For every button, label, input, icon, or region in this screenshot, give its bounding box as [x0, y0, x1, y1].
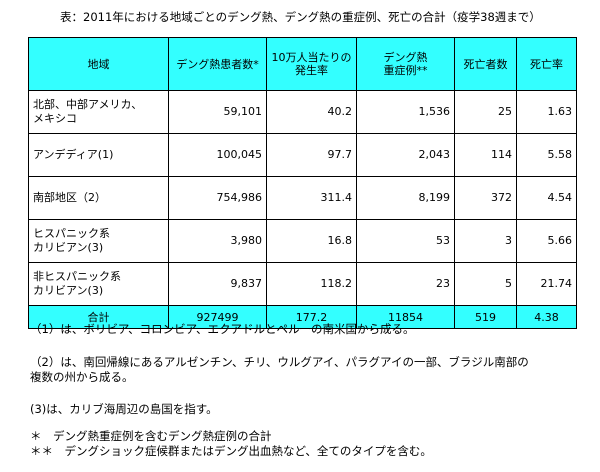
deaths-cell: 25: [454, 90, 517, 134]
region-cell: アンデディア(1): [28, 133, 169, 177]
mortality-cell: 21.74: [516, 262, 577, 306]
table-row: 北部、中部アメリカ、 メキシコ 59,101 40.2 1,536 25 1.6…: [28, 90, 577, 134]
total-label: 合計: [28, 305, 169, 329]
header-deaths: 死亡者数: [454, 37, 517, 91]
rate-cell: 97.7: [266, 133, 357, 177]
table-row: ヒスパニック系 カリビアン(3) 3,980 16.8 53 3 5.66: [28, 219, 577, 263]
deaths-cell: 372: [454, 176, 517, 220]
cases-cell: 9,837: [168, 262, 267, 306]
region-cell: 北部、中部アメリカ、 メキシコ: [28, 90, 169, 134]
rate-cell: 16.8: [266, 219, 357, 263]
document-title: 表：2011年における地域ごとのデング熱、デング熱の重症例、死亡の合計（疫学38…: [60, 10, 541, 24]
mortality-cell: 1.63: [516, 90, 577, 134]
region-cell: ヒスパニック系 カリビアン(3): [28, 219, 169, 263]
rate-cell: 40.2: [266, 90, 357, 134]
total-mortality: 4.38: [516, 305, 577, 329]
severe-cell: 23: [356, 262, 455, 306]
region-cell: 非ヒスパニック系 カリビアン(3): [28, 262, 169, 306]
table-row: 非ヒスパニック系 カリビアン(3) 9,837 118.2 23 5 21.74: [28, 262, 577, 306]
footnote-asterisk: ＊ デング熱重症例を含むデング熱症例の合計: [30, 429, 272, 443]
cases-cell: 59,101: [168, 90, 267, 134]
footnote-2: （2）は、南回帰線にあるアルゼンチン、チリ、ウルグアイ、パラグアイの一部、ブラジ…: [30, 355, 529, 384]
rate-cell: 118.2: [266, 262, 357, 306]
region-cell: 南部地区（2）: [28, 176, 169, 220]
severe-cell: 8,199: [356, 176, 455, 220]
dengue-table: 地域 デング熱患者数* 10万人当たりの 発生率 デング熱 重症例** 死亡者数…: [28, 37, 577, 329]
header-rate: 10万人当たりの 発生率: [266, 37, 357, 91]
cases-cell: 3,980: [168, 219, 267, 263]
total-row: 合計 927499 177.2 11854 519 4.38: [28, 305, 577, 329]
total-cases: 927499: [168, 305, 267, 329]
table-header-row: 地域 デング熱患者数* 10万人当たりの 発生率 デング熱 重症例** 死亡者数…: [28, 37, 577, 91]
header-region: 地域: [28, 37, 169, 91]
deaths-cell: 114: [454, 133, 517, 177]
mortality-cell: 4.54: [516, 176, 577, 220]
deaths-cell: 5: [454, 262, 517, 306]
severe-cell: 53: [356, 219, 455, 263]
footnote-double-asterisk: ＊＊ デングショック症候群またはデング出血熱など、全てのタイプを含む。: [30, 444, 432, 458]
header-severe: デング熱 重症例**: [356, 37, 455, 91]
rate-cell: 311.4: [266, 176, 357, 220]
table-row: アンデディア(1) 100,045 97.7 2,043 114 5.58: [28, 133, 577, 177]
footnote-3: (3)は、カリブ海周辺の島国を指す。: [30, 402, 218, 416]
footnote-1: （1）は、ボリビア、コロンビア、エクアドルとペルーの南米国から成る。: [30, 322, 415, 336]
mortality-cell: 5.58: [516, 133, 577, 177]
cases-cell: 100,045: [168, 133, 267, 177]
mortality-cell: 5.66: [516, 219, 577, 263]
severe-cell: 2,043: [356, 133, 455, 177]
total-severe: 11854: [356, 305, 455, 329]
cases-cell: 754,986: [168, 176, 267, 220]
severe-cell: 1,536: [356, 90, 455, 134]
deaths-cell: 3: [454, 219, 517, 263]
table-row: 南部地区（2） 754,986 311.4 8,199 372 4.54: [28, 176, 577, 220]
header-cases: デング熱患者数*: [168, 37, 267, 91]
header-mortality: 死亡率: [516, 37, 577, 91]
total-deaths: 519: [454, 305, 517, 329]
